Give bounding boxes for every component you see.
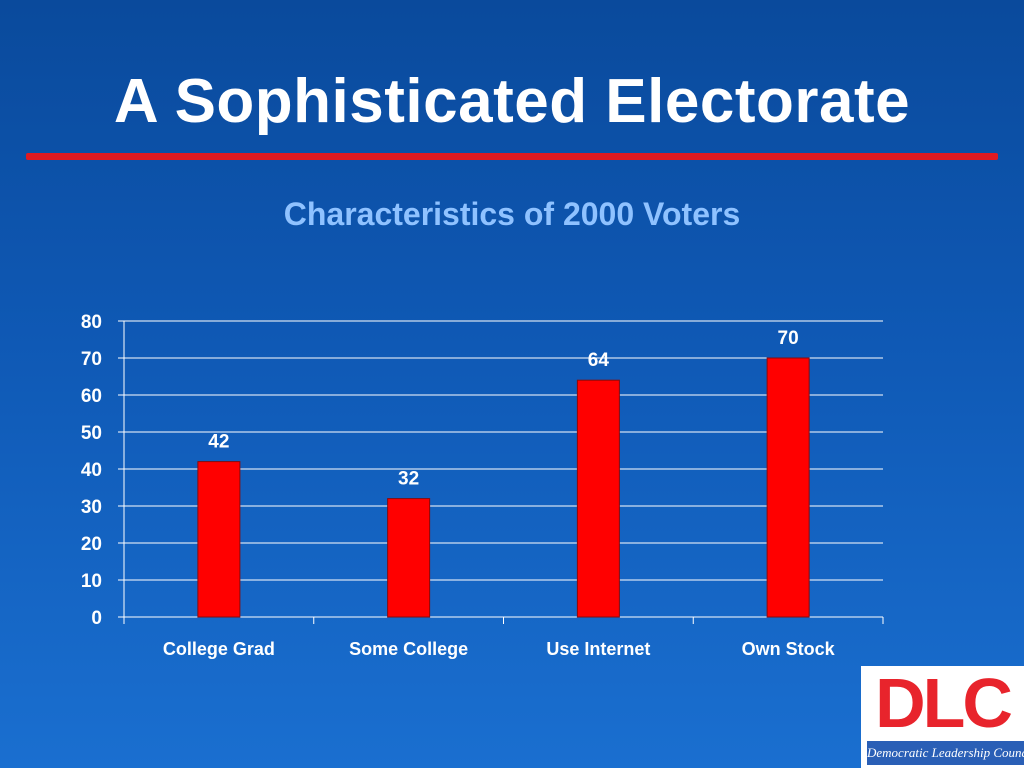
bar xyxy=(197,461,241,618)
slide-title: A Sophisticated Electorate xyxy=(113,67,911,136)
y-tick-label: 0 xyxy=(91,608,102,629)
y-tick-label: 50 xyxy=(81,423,102,444)
y-tick-label: 30 xyxy=(81,497,102,518)
dlc-logo: DLC Democratic Leadership Council xyxy=(861,666,1024,768)
dlc-logo-name: Democratic Leadership Council xyxy=(867,741,1024,765)
data-label: 42 xyxy=(208,432,229,453)
y-tick-label: 80 xyxy=(81,312,102,333)
dlc-logo-letters: DLC xyxy=(875,664,1013,742)
x-tick-label: Use Internet xyxy=(546,639,650,659)
bar xyxy=(387,498,431,618)
y-tick-label: 60 xyxy=(81,386,102,407)
data-label: 70 xyxy=(778,328,799,349)
y-tick-label: 70 xyxy=(81,349,102,370)
y-tick-label: 20 xyxy=(81,534,102,555)
y-tick-label: 10 xyxy=(81,571,102,592)
chart-title: Characteristics of 2000 Voters xyxy=(283,196,741,232)
bar xyxy=(766,357,810,618)
title-divider xyxy=(26,153,998,160)
x-tick-label: Some College xyxy=(349,639,468,659)
data-label: 32 xyxy=(398,469,419,490)
bar xyxy=(576,379,620,618)
x-tick-label: Own Stock xyxy=(742,639,836,659)
x-tick-label: College Grad xyxy=(163,639,275,659)
y-tick-label: 40 xyxy=(81,460,102,481)
data-label: 64 xyxy=(588,350,610,371)
